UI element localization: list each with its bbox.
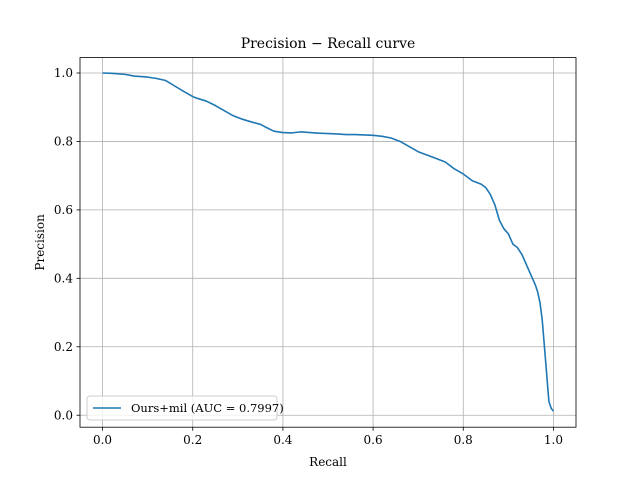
y-tick-label: 0.0 [54, 408, 73, 422]
chart-title: Precision − Recall curve [241, 36, 416, 52]
grid-lines [80, 57, 576, 428]
legend-box [86, 395, 278, 421]
series-layer [102, 72, 555, 412]
plot-frame [79, 57, 577, 428]
y-tick-label: 0.4 [54, 272, 73, 286]
y-tick-label: 0.2 [54, 340, 73, 354]
x-tick-label: 0.8 [454, 433, 473, 447]
x-tick-label: 0.6 [364, 433, 383, 447]
x-tick-label: 1.0 [544, 433, 563, 447]
y-tick-label: 0.8 [54, 135, 73, 149]
x-axis-label: Recall [309, 455, 347, 469]
y-tick-label: 0.6 [54, 203, 73, 217]
x-tick-label: 0.4 [273, 433, 292, 447]
y-axis-label: Precision [33, 214, 47, 271]
x-tick-label: 0.2 [183, 433, 202, 447]
legend-label: Ours+mil (AUC = 0.7997) [131, 401, 284, 415]
legend: Ours+mil (AUC = 0.7997) [86, 395, 284, 421]
axis-ticks: 0.0 0.2 0.4 0.6 0.8 1.0 0.0 0.2 0.4 0.6 0.8 1.0 [54, 66, 563, 447]
x-tick-label: 0.0 [93, 433, 112, 447]
y-tick-label: 1.0 [54, 66, 73, 80]
series-line [102, 72, 555, 412]
